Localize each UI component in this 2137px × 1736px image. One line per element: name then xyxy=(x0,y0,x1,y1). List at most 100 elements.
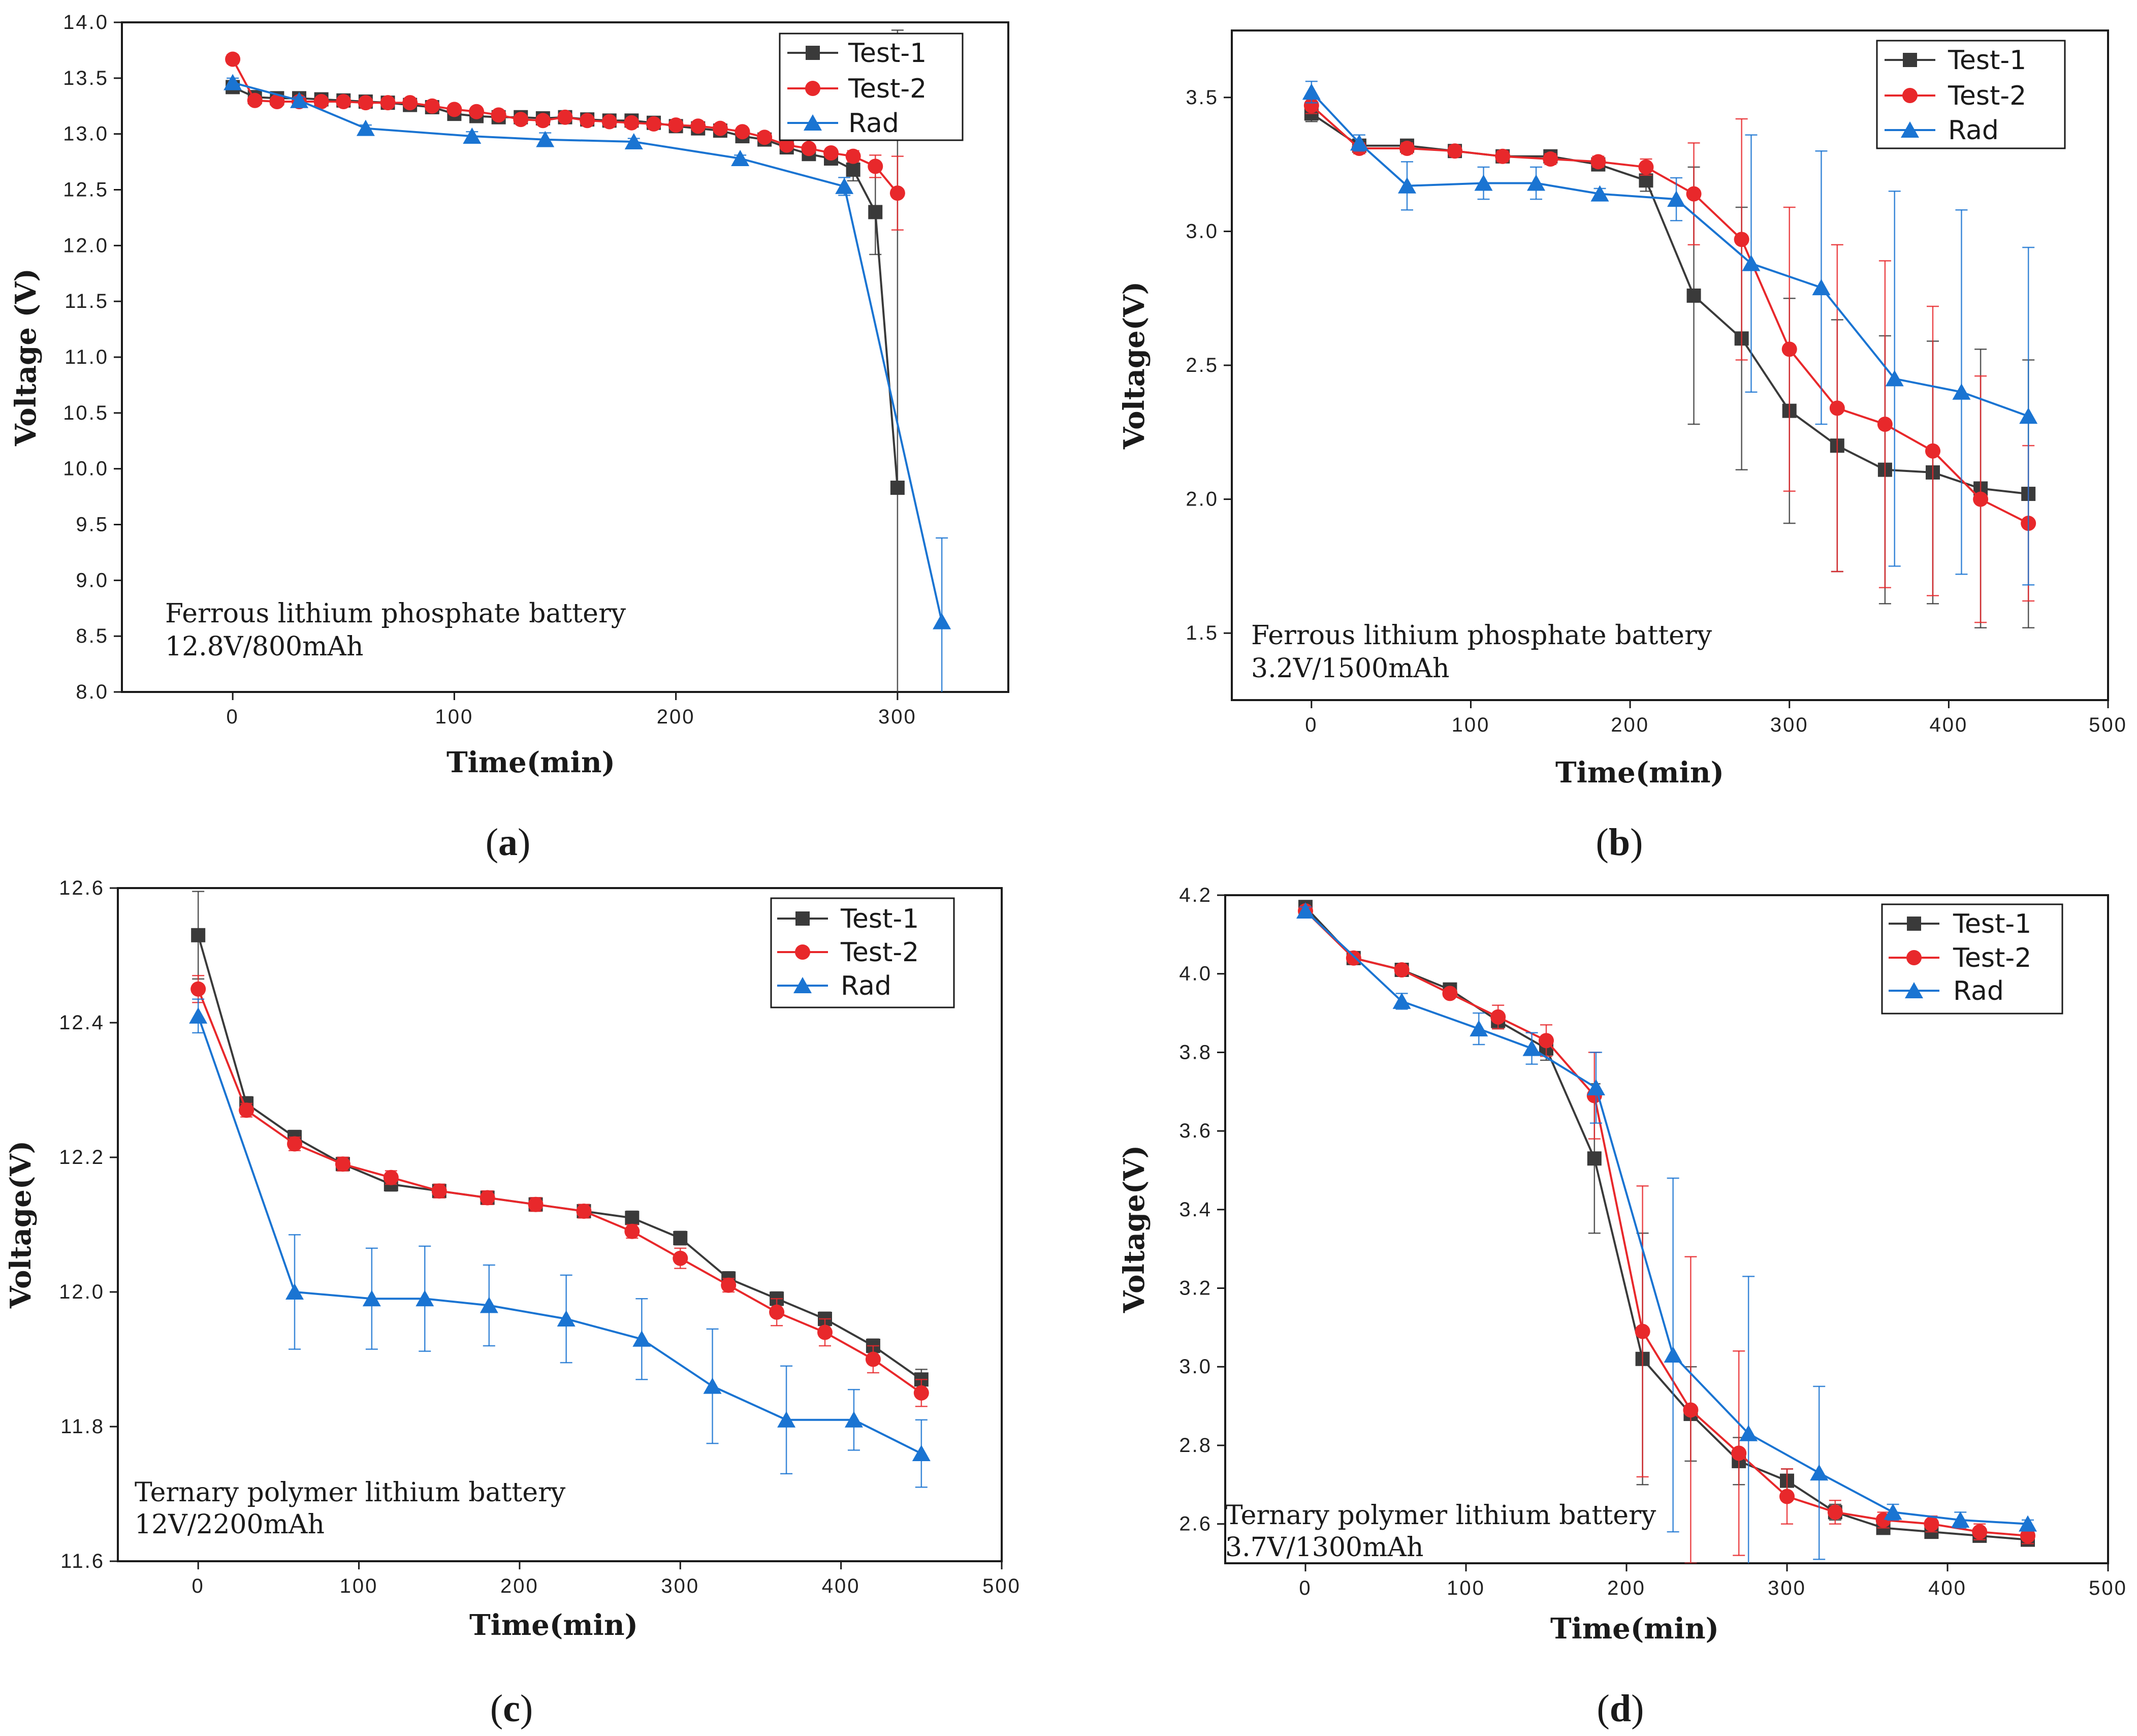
data-point xyxy=(356,119,375,136)
legend-marker-rad xyxy=(804,114,822,131)
data-point xyxy=(1474,174,1493,191)
y-tick-label: 12.0 xyxy=(59,1281,105,1303)
data-point xyxy=(1392,992,1411,1009)
panel-caption: (d) xyxy=(1597,1687,1644,1730)
data-point xyxy=(557,109,573,125)
data-point xyxy=(513,112,529,128)
data-point xyxy=(779,137,794,153)
data-point xyxy=(189,1007,208,1024)
data-point xyxy=(580,113,595,129)
legend-marker-test-1 xyxy=(1907,917,1921,931)
y-tick-label: 1.5 xyxy=(1186,622,1219,644)
data-point xyxy=(1470,1020,1488,1036)
x-tick-label: 100 xyxy=(340,1575,378,1597)
data-point xyxy=(835,177,854,194)
data-point xyxy=(844,1411,863,1428)
data-point xyxy=(1973,491,1989,507)
data-point xyxy=(1734,232,1749,247)
data-point xyxy=(536,131,555,147)
data-point xyxy=(1590,154,1606,170)
series-line xyxy=(1304,910,2028,1537)
x-tick-label: 200 xyxy=(657,706,695,728)
data-point xyxy=(1781,341,1797,357)
legend-label-test-1: Test-1 xyxy=(1948,45,2026,76)
legend: Test-1 Test-2 Rad xyxy=(779,33,964,141)
panel-c: 11.6 11.8 12.0 12.2 12.4 12.6 0 100 200 300 400 50… xyxy=(4,877,1019,1730)
legend-marker-test-2 xyxy=(1902,88,1918,103)
data-point xyxy=(817,1324,833,1340)
data-point xyxy=(912,1445,931,1461)
y-tick-label: 10.0 xyxy=(63,458,109,480)
legend-marker-test-1 xyxy=(795,911,810,926)
x-tick-label: 0 xyxy=(227,706,239,728)
y-axis: 2.6 2.8 3.0 3.2 3.4 3.6 3.8 4.0 4.2 xyxy=(1179,884,1225,1535)
data-point xyxy=(1877,416,1893,432)
data-point xyxy=(1925,443,1940,459)
data-point xyxy=(1587,1151,1602,1166)
data-point xyxy=(1394,962,1410,977)
data-point xyxy=(1635,1323,1650,1339)
y-tick-label: 12.5 xyxy=(63,179,109,201)
legend-marker-test-2 xyxy=(795,944,810,960)
data-point xyxy=(1952,383,1971,400)
x-axis-title: Time(min) xyxy=(446,746,615,779)
data-point xyxy=(845,148,861,164)
x-tick-label: 100 xyxy=(1447,1577,1485,1599)
data-point xyxy=(801,141,817,156)
y-tick-label: 3.5 xyxy=(1186,86,1219,109)
data-point xyxy=(865,1351,881,1367)
data-point xyxy=(1686,288,1701,303)
legend-label-test-1: Test-1 xyxy=(848,38,927,69)
y-tick-label: 3.6 xyxy=(1179,1120,1212,1142)
legend-marker-test-2 xyxy=(1906,950,1922,965)
legend-label-rad: Rad xyxy=(848,108,899,139)
data-point xyxy=(673,1250,688,1266)
x-tick-label: 100 xyxy=(435,706,474,728)
plot-area xyxy=(1296,900,2037,1563)
data-point xyxy=(1686,186,1702,202)
data-point xyxy=(402,95,418,111)
annotation-line-2: 3.2V/1500mAh xyxy=(1251,653,1449,684)
data-point xyxy=(424,98,440,114)
series-rad xyxy=(1302,80,2038,586)
data-point xyxy=(731,149,750,166)
data-point xyxy=(889,185,905,201)
series-line xyxy=(1311,112,2029,495)
series-rad xyxy=(1296,902,2037,1563)
data-point xyxy=(1302,83,1321,100)
y-tick-label: 4.2 xyxy=(1179,884,1212,906)
legend-marker-rad xyxy=(1905,982,1923,998)
y-tick-label: 11.8 xyxy=(60,1415,105,1438)
data-point xyxy=(290,91,308,108)
panel-caption: (a) xyxy=(486,821,531,864)
data-point xyxy=(624,1223,640,1239)
data-point xyxy=(431,1183,447,1199)
data-point xyxy=(2019,1515,2037,1532)
data-point xyxy=(1522,1039,1541,1056)
data-point xyxy=(239,1102,254,1118)
legend-label-test-2: Test-2 xyxy=(1953,943,2031,973)
legend-label-test-2: Test-2 xyxy=(840,937,919,968)
x-tick-label: 500 xyxy=(2089,1577,2127,1599)
y-axis-title: Voltage (V) xyxy=(9,268,43,447)
series-test-2 xyxy=(1303,97,2036,623)
data-point xyxy=(1667,191,1686,207)
y-tick-label: 13.5 xyxy=(63,67,109,89)
data-point xyxy=(1810,1464,1829,1481)
data-point xyxy=(769,1304,785,1320)
data-point xyxy=(362,1290,381,1307)
data-point xyxy=(1829,400,1845,416)
data-point xyxy=(313,93,329,109)
data-point xyxy=(1664,1346,1682,1363)
data-point xyxy=(1398,177,1416,194)
plot-frame xyxy=(1224,894,2109,1564)
data-point xyxy=(358,95,373,111)
x-tick-label: 200 xyxy=(1607,1577,1646,1599)
legend-marker-rad xyxy=(1901,121,1919,138)
data-point xyxy=(868,205,883,219)
plot-area xyxy=(189,891,931,1488)
data-point xyxy=(703,1377,722,1394)
y-tick-label: 12.2 xyxy=(59,1146,105,1169)
y-tick-label: 11.6 xyxy=(60,1550,105,1572)
legend-label-test-2: Test-2 xyxy=(1948,81,2026,111)
